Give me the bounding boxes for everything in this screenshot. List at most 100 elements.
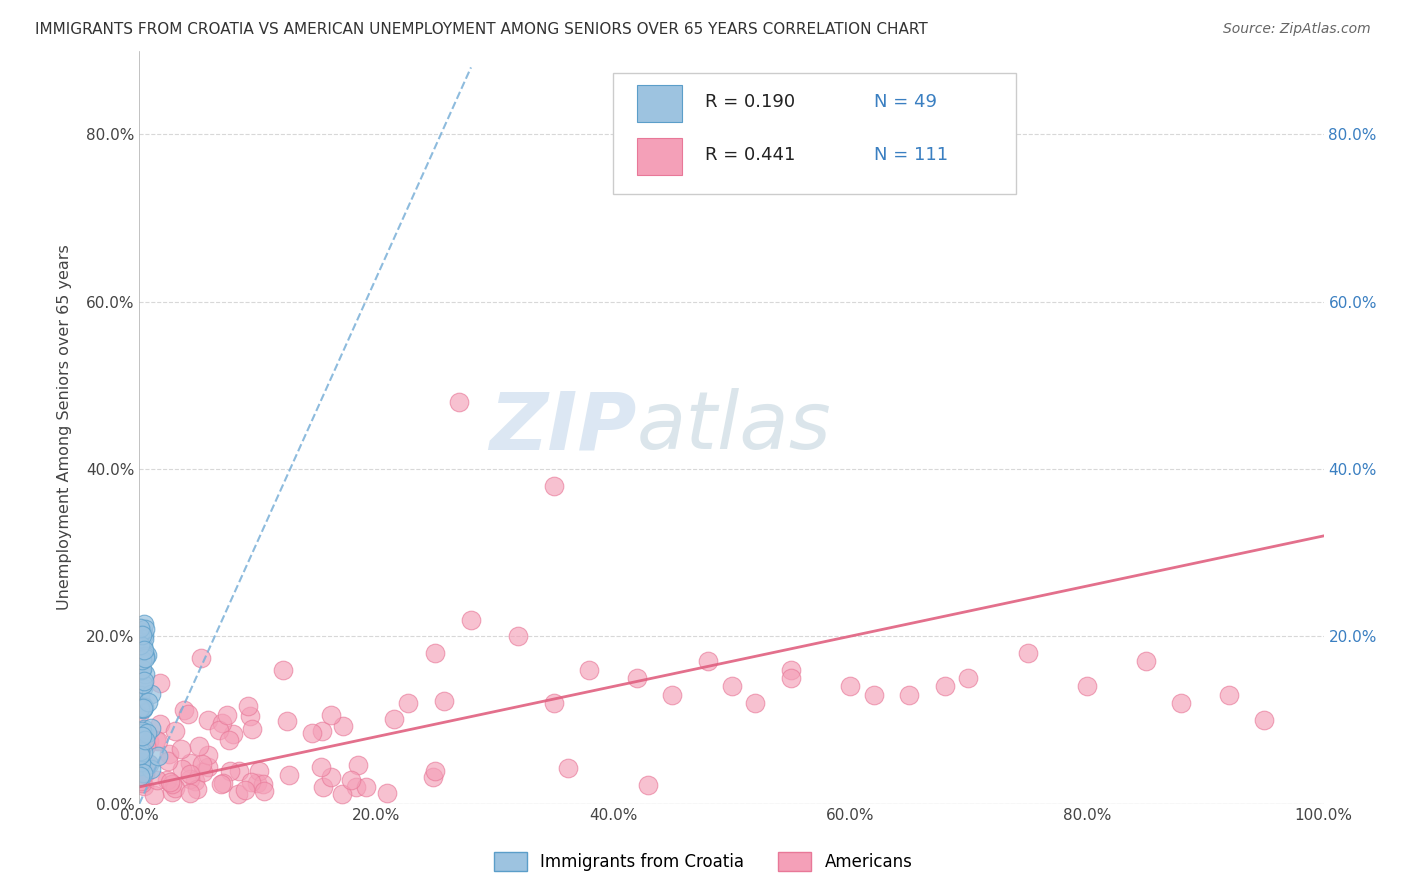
Point	[253, 784, 276, 798]
Point	[344, 780, 367, 794]
Point	[626, 671, 648, 685]
Point	[219, 764, 242, 779]
Point	[132, 639, 155, 653]
Point	[129, 756, 152, 770]
Point	[862, 688, 884, 702]
Point	[425, 646, 447, 660]
Text: N = 111: N = 111	[873, 145, 948, 163]
Point	[131, 653, 153, 667]
Point	[179, 786, 201, 800]
Point	[146, 734, 169, 748]
Point	[508, 629, 530, 643]
Point	[134, 667, 156, 681]
Point	[432, 694, 454, 708]
Point	[321, 708, 343, 723]
Point	[165, 724, 187, 739]
Point	[543, 696, 565, 710]
Point	[131, 701, 153, 715]
Point	[136, 756, 159, 771]
Point	[146, 748, 169, 763]
Point	[179, 766, 201, 780]
Point	[191, 757, 214, 772]
Point	[132, 677, 155, 691]
Point	[134, 651, 156, 665]
Point	[129, 759, 152, 773]
Point	[779, 663, 801, 677]
Point	[143, 788, 166, 802]
Text: R = 0.190: R = 0.190	[706, 93, 796, 111]
Point	[449, 395, 471, 409]
Point	[1253, 713, 1275, 727]
Point	[252, 777, 274, 791]
Point	[157, 754, 180, 768]
Point	[134, 722, 156, 736]
Point	[186, 781, 208, 796]
Point	[131, 662, 153, 676]
Point	[957, 671, 980, 685]
Point	[160, 777, 183, 791]
Point	[278, 768, 301, 782]
Point	[460, 613, 482, 627]
Point	[134, 648, 156, 663]
Point	[557, 762, 579, 776]
Point	[239, 709, 262, 723]
Point	[132, 699, 155, 714]
Text: IMMIGRANTS FROM CROATIA VS AMERICAN UNEMPLOYMENT AMONG SENIORS OVER 65 YEARS COR: IMMIGRANTS FROM CROATIA VS AMERICAN UNEM…	[35, 22, 928, 37]
Point	[132, 702, 155, 716]
Point	[211, 777, 233, 791]
Point	[382, 712, 405, 726]
Text: Source: ZipAtlas.com: Source: ZipAtlas.com	[1223, 22, 1371, 37]
Point	[131, 625, 153, 640]
Point	[233, 782, 256, 797]
Point	[332, 787, 354, 801]
Point	[312, 780, 335, 794]
Point	[311, 724, 333, 739]
Point	[578, 663, 600, 677]
Point	[179, 772, 201, 787]
Point	[134, 765, 156, 780]
Point	[131, 663, 153, 677]
Point	[247, 764, 270, 778]
Point	[134, 733, 156, 747]
Point	[236, 698, 259, 713]
Point	[1170, 696, 1192, 710]
Point	[135, 648, 157, 662]
FancyBboxPatch shape	[637, 85, 682, 122]
Point	[934, 680, 956, 694]
Point	[228, 764, 250, 779]
Point	[240, 775, 263, 789]
Point	[129, 756, 152, 771]
Point	[157, 747, 180, 761]
Point	[129, 773, 152, 788]
Point	[898, 688, 921, 702]
Text: ZIP: ZIP	[489, 388, 637, 467]
Point	[134, 622, 156, 636]
Point	[132, 632, 155, 647]
Point	[211, 716, 233, 731]
Point	[132, 779, 155, 793]
Point	[211, 775, 233, 789]
Point	[145, 773, 167, 788]
Point	[128, 732, 150, 747]
Point	[271, 663, 294, 677]
Point	[132, 617, 155, 632]
Point	[131, 723, 153, 738]
Point	[197, 714, 219, 728]
Point	[129, 726, 152, 740]
Point	[838, 680, 860, 694]
Point	[128, 639, 150, 653]
Point	[1135, 654, 1157, 668]
Point	[222, 727, 245, 741]
Point	[141, 688, 163, 702]
Point	[1017, 646, 1039, 660]
Point	[187, 739, 209, 754]
Point	[396, 696, 419, 710]
Point	[132, 673, 155, 688]
Point	[129, 621, 152, 635]
Text: N = 49: N = 49	[873, 93, 936, 111]
FancyBboxPatch shape	[613, 73, 1015, 194]
Point	[129, 695, 152, 709]
Point	[129, 769, 152, 783]
Point	[720, 680, 742, 694]
Point	[240, 722, 263, 736]
